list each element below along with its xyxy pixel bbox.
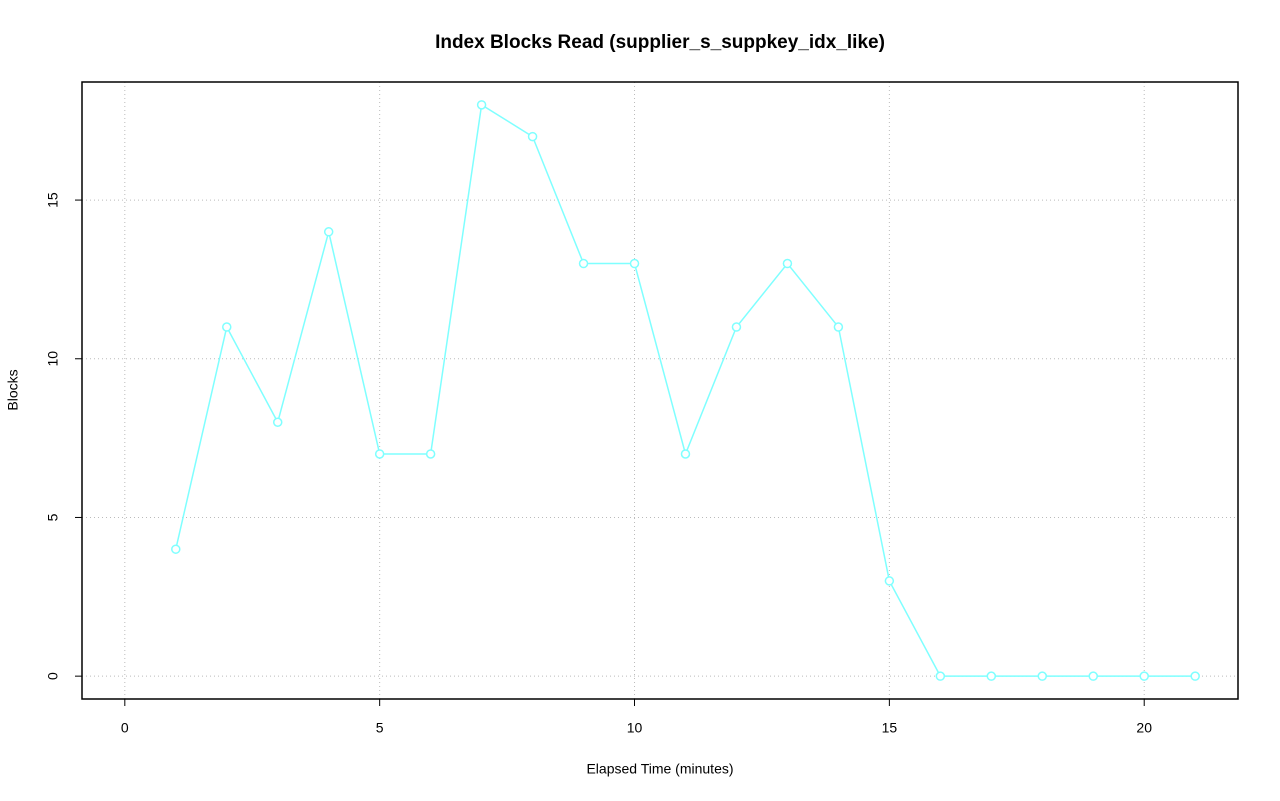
data-point: [884, 576, 895, 586]
data-point: [833, 322, 844, 332]
data-point: [476, 100, 487, 110]
data-point: [629, 258, 640, 269]
data-point: [272, 417, 283, 427]
x-axis-label: Elapsed Time (minutes): [586, 761, 733, 777]
data-point: [1088, 671, 1098, 681]
x-tick-label: 20: [1136, 720, 1152, 736]
data-point: [1190, 671, 1200, 681]
plot-frame: [81, 81, 1239, 700]
data-point: [425, 449, 436, 459]
y-tick-label: 0: [45, 672, 61, 680]
x-tick-label: 5: [376, 720, 384, 736]
y-tick-label: 5: [45, 513, 61, 521]
data-point: [1139, 671, 1149, 681]
y-tick-label: 10: [45, 351, 61, 367]
data-point: [680, 449, 691, 459]
data-point: [222, 322, 232, 332]
data-point: [171, 544, 181, 554]
x-tick-label: 0: [121, 720, 129, 736]
data-point: [731, 322, 742, 332]
data-point: [986, 671, 997, 681]
x-tick-label: 10: [627, 720, 643, 736]
x-tick-label: 15: [882, 720, 898, 736]
data-point: [935, 671, 946, 681]
y-axis-label: Blocks: [5, 369, 21, 410]
y-tick-label: 15: [45, 192, 61, 208]
data-point: [578, 258, 589, 269]
data-point: [323, 227, 334, 237]
data-point: [782, 258, 793, 269]
data-point: [1037, 671, 1048, 681]
data-point: [374, 449, 385, 459]
data-point: [527, 131, 538, 142]
chart-title: Index Blocks Read (supplier_s_suppkey_id…: [435, 32, 885, 53]
